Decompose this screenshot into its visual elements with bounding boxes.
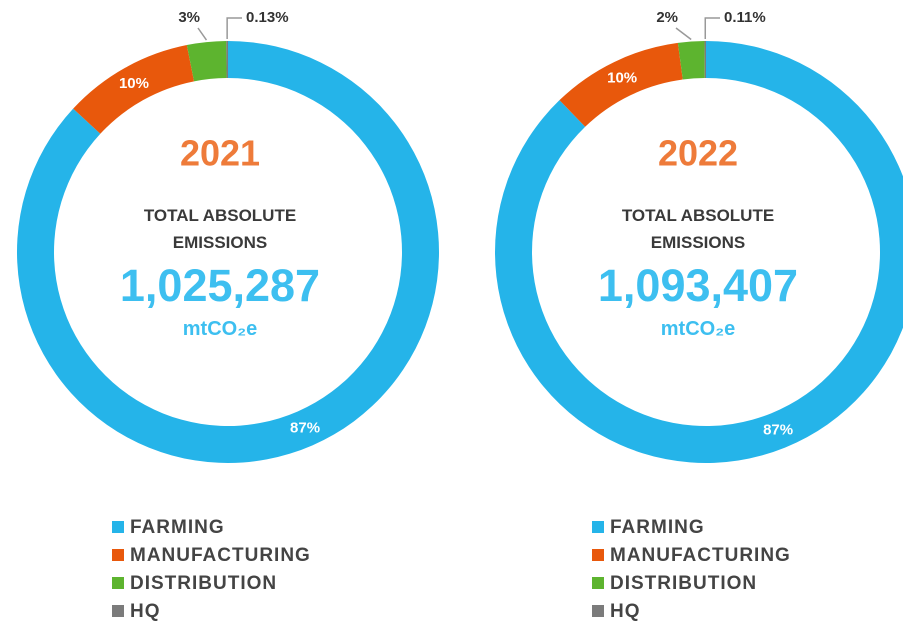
legend-swatch [112, 605, 124, 617]
legend-swatch [592, 549, 604, 561]
center-unit: mtCO₂e [660, 318, 736, 340]
donut-slice [559, 42, 683, 127]
donut-slice [704, 41, 706, 79]
legend-label: FARMING [610, 517, 705, 538]
slice-label: 87% [290, 419, 320, 436]
legend-label: MANUFACTURING [130, 545, 311, 566]
leader-line [226, 17, 242, 40]
legend-label: MANUFACTURING [610, 545, 791, 566]
legend-swatch [592, 521, 604, 533]
center-title: 2021 [180, 133, 260, 174]
donut-slice [677, 41, 705, 80]
legend-label: DISTRIBUTION [610, 573, 757, 594]
center-title: 2022 [658, 133, 738, 174]
legend-swatch [592, 605, 604, 617]
slice-label: 10% [607, 70, 637, 87]
leader-line [197, 27, 208, 41]
legend-label: HQ [130, 601, 161, 622]
slice-label: 0.11% [724, 9, 766, 26]
donut-slice [226, 41, 228, 79]
donut-slice [73, 45, 195, 134]
slice-label: 87% [763, 421, 793, 438]
slice-label: 0.13% [246, 9, 289, 26]
leader-line [704, 17, 720, 40]
center-unit: mtCO₂e [182, 318, 258, 340]
center-total: 1,093,407 [597, 260, 799, 311]
donut-slice [186, 41, 227, 82]
legend-swatch [112, 577, 124, 589]
legend-label: HQ [610, 601, 641, 622]
legend-swatch [592, 577, 604, 589]
legend-label: FARMING [130, 517, 225, 538]
slice-label: 2% [656, 9, 678, 26]
legend-swatch [112, 521, 124, 533]
legend-label: DISTRIBUTION [130, 573, 277, 594]
slice-label: 10% [119, 75, 149, 92]
slice-label: 3% [178, 9, 200, 26]
center-subtitle: TOTAL ABSOLUTE EMISSIONS [621, 206, 775, 252]
leader-line [675, 27, 692, 41]
center-subtitle: TOTAL ABSOLUTE EMISSIONS [143, 206, 297, 252]
center-total: 1,025,287 [119, 260, 321, 311]
legend-swatch [112, 549, 124, 561]
